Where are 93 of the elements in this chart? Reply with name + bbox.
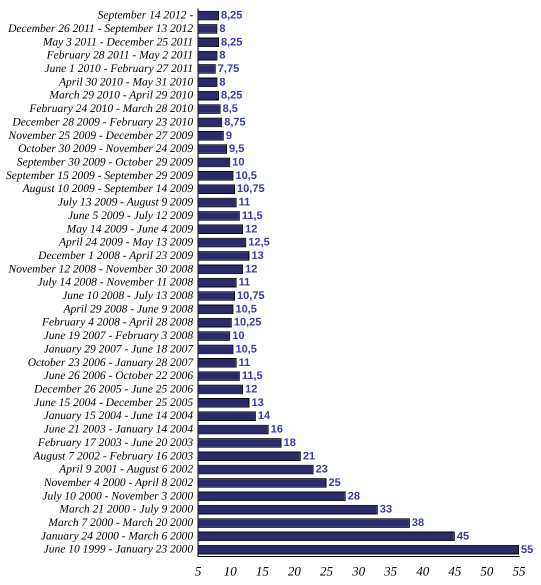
y-tick-label: January 29 2007 - June 18 2007 bbox=[44, 343, 194, 356]
y-tick-label: January 24 2000 - March 6 2000 bbox=[40, 530, 194, 542]
data-label: 8,25 bbox=[221, 10, 242, 22]
data-label: 28 bbox=[348, 490, 360, 502]
data-label: 9 bbox=[226, 130, 232, 142]
y-tick-label: March 7 2000 - March 20 2000 bbox=[47, 517, 194, 530]
data-label: 16 bbox=[270, 424, 283, 436]
y-tick-label: October 23 2006 - January 28 2007 bbox=[28, 356, 194, 369]
x-tick-label: 55 bbox=[512, 564, 526, 579]
x-tick-label: 35 bbox=[383, 564, 398, 579]
y-tick-label: February 28 2011 - May 2 2011 bbox=[46, 50, 194, 62]
data-label: 8,25 bbox=[221, 90, 242, 102]
y-tick-label: February 17 2003 - June 20 2003 bbox=[36, 436, 194, 449]
data-label: 8,5 bbox=[222, 103, 238, 116]
data-label: 14 bbox=[258, 410, 272, 422]
data-label: 8 bbox=[219, 22, 226, 35]
y-tick-label: November 12 2008 - November 30 2008 bbox=[8, 263, 194, 276]
data-label: 10,5 bbox=[235, 170, 257, 182]
y-tick-label: September 30 2009 - October 29 2009 bbox=[16, 156, 194, 168]
data-label: 45 bbox=[456, 530, 470, 542]
y-tick-label: February 24 2010 - March 28 2010 bbox=[28, 103, 194, 116]
y-tick-label: April 24 2009 - May 13 2009 bbox=[58, 236, 194, 249]
y-tick-label: June 19 2007 - February 3 2008 bbox=[44, 330, 194, 342]
x-tick-label: 30 bbox=[351, 564, 366, 579]
data-label: 13 bbox=[251, 250, 264, 262]
data-label: 11 bbox=[238, 196, 250, 209]
data-label: 23 bbox=[316, 464, 328, 476]
y-tick-label: June 5 2009 - July 12 2009 bbox=[68, 210, 194, 222]
x-tick-label: 45 bbox=[448, 564, 462, 579]
data-label: 12 bbox=[245, 223, 258, 236]
data-label: 12 bbox=[245, 384, 258, 396]
y-tick-label: December 1 2008 - April 23 2009 bbox=[37, 250, 194, 262]
data-label: 7,75 bbox=[218, 63, 240, 76]
x-tick-label: 10 bbox=[224, 564, 238, 579]
y-tick-label: April 29 2008 - June 9 2008 bbox=[62, 303, 194, 316]
data-label: 8 bbox=[219, 76, 226, 88]
x-tick-label: 5 bbox=[194, 564, 202, 579]
y-tick-label: December 26 2011 - September 13 2012 bbox=[7, 22, 194, 35]
data-label: 11 bbox=[238, 356, 250, 369]
data-label: 21 bbox=[302, 450, 316, 462]
y-tick-label: February 4 2008 - April 28 2008 bbox=[40, 316, 194, 329]
y-tick-label: November 25 2009 - December 27 2009 bbox=[8, 130, 194, 142]
y-tick-label: December 28 2009 - February 23 2010 bbox=[11, 116, 194, 128]
y-tick-label: July 13 2009 - August 9 2009 bbox=[58, 196, 194, 209]
y-tick-label: April 30 2010 - May 31 2010 bbox=[58, 76, 194, 88]
y-tick-label: June 15 2004 - December 25 2005 bbox=[34, 396, 194, 409]
y-tick-label: June 26 2006 - October 22 2006 bbox=[44, 370, 194, 382]
data-label: 11,5 bbox=[242, 370, 263, 382]
y-tick-label: September 15 2009 - September 29 2009 bbox=[6, 170, 194, 182]
y-tick-label: June 21 2003 - January 14 2004 bbox=[44, 424, 194, 436]
data-label: 38 bbox=[412, 517, 424, 530]
data-label: 25 bbox=[328, 476, 341, 489]
data-label: 8,75 bbox=[224, 116, 246, 128]
data-label: 10,75 bbox=[237, 290, 265, 302]
data-label: 10 bbox=[232, 156, 244, 168]
data-label: 10,25 bbox=[234, 316, 262, 329]
y-tick-label: July 14 2008 - November 11 2008 bbox=[38, 276, 194, 289]
y-tick-label: May 3 2011 - December 25 2011 bbox=[42, 36, 194, 48]
data-label: 18 bbox=[284, 436, 296, 449]
x-tick-label: 15 bbox=[256, 564, 270, 579]
x-tick-label: 20 bbox=[288, 564, 302, 579]
y-tick-label: April 9 2001 - August 6 2002 bbox=[58, 464, 194, 476]
y-tick-label: November 4 2000 - April 8 2002 bbox=[42, 476, 194, 489]
data-label: 10,75 bbox=[237, 183, 265, 196]
y-tick-label: August 7 2002 - February 16 2003 bbox=[32, 450, 194, 462]
data-label: 55 bbox=[521, 544, 534, 556]
y-tick-label: June 10 1999 - January 23 2000 bbox=[44, 544, 194, 556]
y-tick-label: October 30 2009 - November 24 2009 bbox=[18, 143, 194, 156]
y-tick-label: March 21 2000 - July 9 2000 bbox=[58, 504, 194, 516]
data-label: 10,5 bbox=[235, 303, 257, 316]
y-tick-label: May 14 2009 - June 4 2009 bbox=[66, 223, 194, 236]
data-label: 9,5 bbox=[229, 143, 244, 156]
data-label: 13 bbox=[251, 396, 264, 409]
y-tick-label: January 15 2004 - June 14 2004 bbox=[44, 410, 194, 422]
data-label: 8 bbox=[219, 50, 226, 62]
x-tick-label: 40 bbox=[416, 564, 430, 579]
y-tick-label: December 26 2005 - June 25 2006 bbox=[33, 383, 194, 396]
data-label: 10 bbox=[232, 330, 244, 342]
data-label: 8,25 bbox=[221, 36, 242, 48]
data-label: 33 bbox=[380, 504, 392, 516]
data-label: 10,5 bbox=[235, 343, 257, 356]
y-tick-label: March 29 2010 - April 29 2010 bbox=[48, 90, 194, 102]
data-label: 11,5 bbox=[242, 210, 263, 222]
data-label: 12 bbox=[245, 263, 258, 276]
y-tick-label: June 10 2008 - July 13 2008 bbox=[62, 290, 194, 302]
y-tick-label: August 10 2009 - September 14 2009 bbox=[22, 183, 194, 196]
y-tick-label: July 10 2000 - November 3 2000 bbox=[42, 490, 194, 502]
y-tick-label: June 1 2010 - February 27 2011 bbox=[44, 63, 194, 76]
y-tick-label: September 14 2012 - bbox=[98, 10, 194, 22]
data-label: 12,5 bbox=[248, 236, 270, 249]
x-tick-label: 50 bbox=[480, 564, 494, 579]
data-label: 11 bbox=[238, 276, 250, 289]
x-tick-label: 25 bbox=[320, 564, 334, 579]
